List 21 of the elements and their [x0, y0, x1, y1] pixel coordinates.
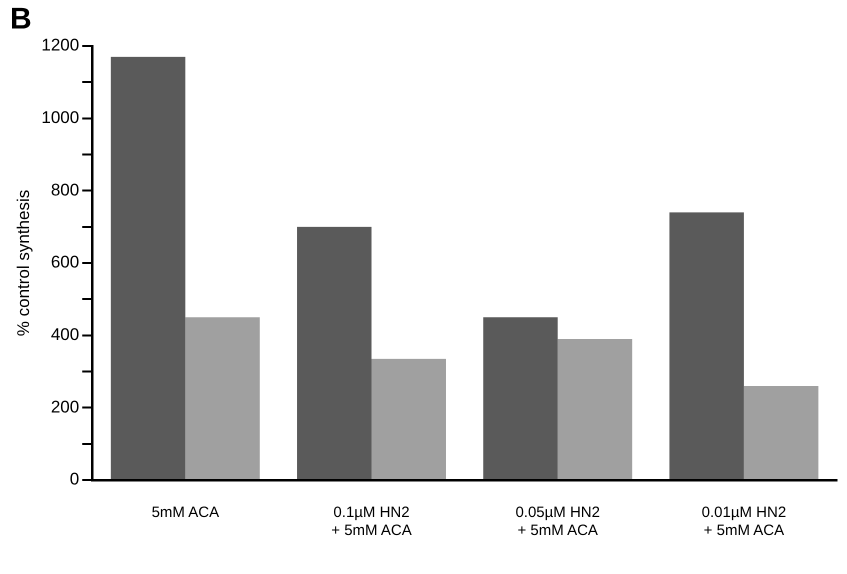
y-tick-label: 400	[50, 325, 80, 344]
bar	[297, 226, 372, 479]
y-tick-label: 1200	[41, 36, 80, 55]
bar	[558, 338, 632, 479]
y-tick-label: 0	[70, 470, 80, 489]
bar	[483, 317, 558, 479]
y-tick-label: 1000	[41, 108, 80, 128]
bar	[669, 212, 744, 479]
x-tick-label: 0.05µM HN2 + 5mM ACA	[515, 504, 600, 540]
bar	[744, 386, 818, 479]
bar	[110, 56, 186, 479]
y-tick-label: 200	[50, 397, 80, 416]
y-tick-label: 800	[50, 180, 80, 200]
x-tick-label: 5mM ACA	[152, 504, 220, 522]
x-tick-label: 0.1µM HN2 + 5mM ACA	[331, 504, 412, 540]
chart-title: B	[10, 2, 32, 36]
y-tick-label: 600	[50, 252, 80, 272]
x-tick-label: 0.01µM HN2 + 5mM ACA	[702, 504, 786, 540]
bar	[185, 317, 260, 479]
y-axis-title: % control synthesis	[14, 190, 33, 336]
bar	[372, 358, 446, 479]
